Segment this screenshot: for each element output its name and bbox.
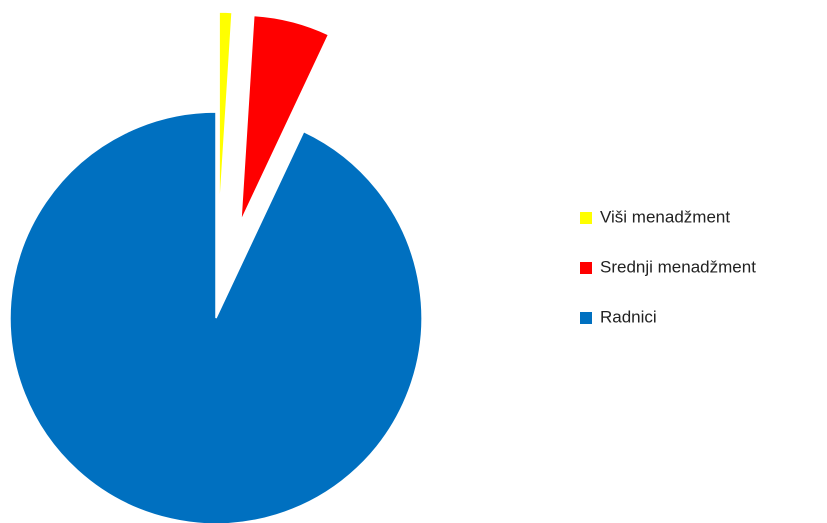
pie-slice [9, 111, 423, 523]
legend-label: Viši menadžment [600, 207, 730, 226]
legend-swatch [580, 212, 592, 224]
legend-swatch [580, 312, 592, 324]
pie-slice [218, 11, 233, 219]
legend-label: Srednji menadžment [600, 257, 756, 276]
pie-slice [240, 14, 330, 222]
legend-label: Radnici [600, 307, 657, 326]
legend-swatch [580, 262, 592, 274]
